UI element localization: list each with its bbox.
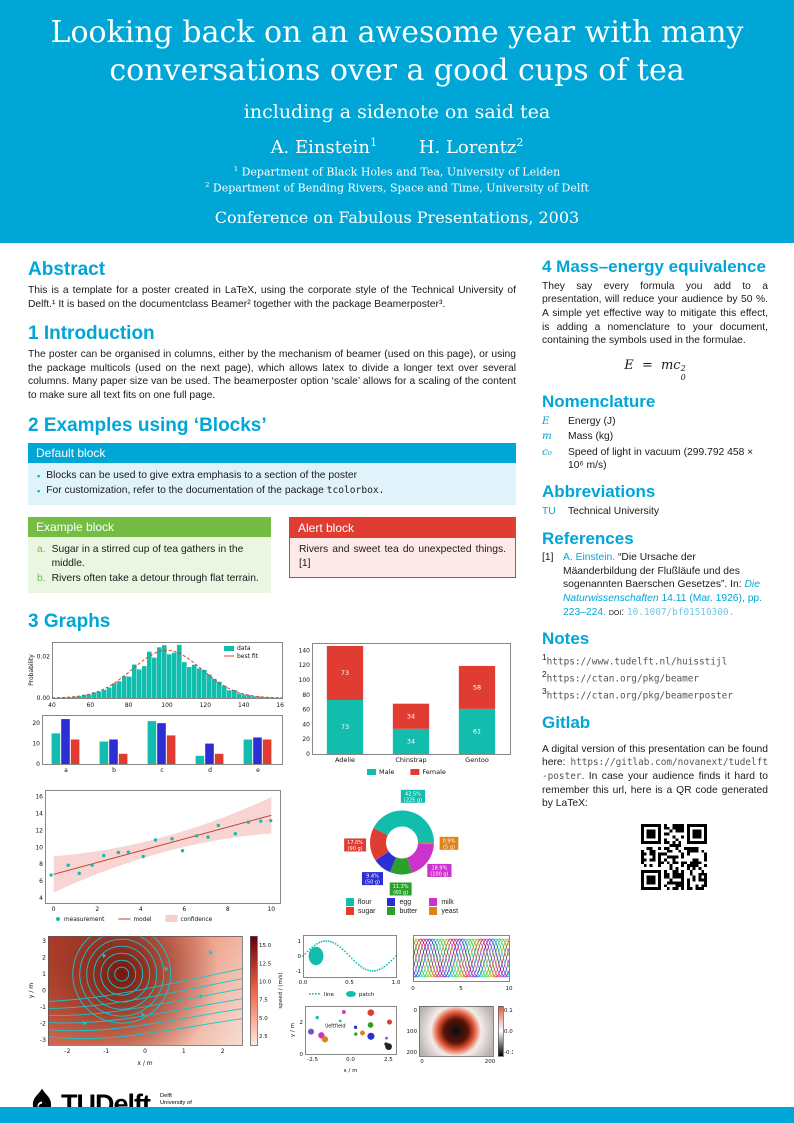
default-block-body: ▪ Blocks can be used to give extra empha… — [28, 462, 516, 506]
donut-legend: flour egg milk sugar butter yeast — [345, 898, 458, 916]
grouped-bar-chart — [28, 711, 284, 776]
bullet-square-icon: ▪ — [37, 485, 41, 496]
donut-cell: flour egg milk sugar butter yeast — [290, 785, 514, 925]
conference-line: Conference on Fabulous Presentations, 20… — [214, 208, 580, 228]
multiline-chart — [403, 931, 513, 994]
references-heading: References — [542, 528, 634, 548]
alert-block: Alert block Rivers and sweet tea do unex… — [289, 517, 516, 579]
author-1: A. Einstein1 — [270, 135, 378, 158]
affiliation-2: 2 Department of Bending Rivers, Space an… — [205, 181, 589, 196]
example-block-body: a. Sugar in a stirred cup of tea gathers… — [28, 537, 271, 594]
mass-energy-text: They say every formula you add to a pres… — [542, 280, 768, 347]
abstract-text: This is a template for a poster created … — [28, 285, 516, 310]
default-bullet-2: ▪ For customization, refer to the docume… — [37, 484, 507, 498]
nomenclature-row: E Energy (J) — [542, 414, 616, 427]
random-scatter-chart — [290, 1002, 400, 1075]
example-item-b: b. Rivers often take a detour through fl… — [37, 573, 259, 585]
abstract-heading: Abstract — [28, 259, 106, 281]
small-multiples — [290, 931, 514, 1075]
default-block-title: Default block — [28, 442, 516, 463]
abbreviations-heading: Abbreviations — [542, 482, 656, 502]
default-block: Default block ▪ Blocks can be used to gi… — [28, 442, 516, 506]
gitlab-heading: Gitlab — [542, 712, 591, 732]
blocks-heading: 2 Examples using ‘Blocks’ — [28, 414, 267, 436]
poster-subtitle: including a sidenote on said tea — [243, 100, 551, 123]
nomenclature-row: m Mass (kg) — [542, 430, 614, 443]
bullet-square-icon: ▪ — [37, 470, 41, 481]
affiliations: 1 Department of Black Holes and Tea, Uni… — [46, 165, 748, 195]
example-block: Example block a. Sugar in a stirred cup … — [28, 517, 271, 594]
alert-block-title: Alert block — [290, 518, 515, 539]
nomenclature-heading: Nomenclature — [542, 392, 656, 412]
image-heatmap-chart — [403, 1002, 513, 1069]
note-link[interactable]: https://www.tudelft.nl/huisstijl — [546, 656, 728, 668]
graphs-heading: 3 Graphs — [28, 611, 111, 633]
example-alert-row: Example block a. Sugar in a stirred cup … — [28, 511, 516, 599]
graphs-grid: flour egg milk sugar butter yeast — [28, 637, 516, 1075]
mass-energy-formula: E = mc 2 0 — [624, 357, 686, 382]
mass-energy-heading: 4 Mass–energy equivalence — [542, 257, 766, 277]
streamplot-chart — [28, 931, 284, 1068]
gitlab-text: A digital version of this presentation c… — [542, 743, 768, 810]
example-block-title: Example block — [28, 517, 271, 538]
right-column: 4 Mass–energy equivalence They say every… — [542, 247, 768, 1122]
affiliation-1: 1 Department of Black Holes and Tea, Uni… — [233, 164, 561, 179]
note-1: 1https://www.tudelft.nl/huisstijl — [542, 651, 728, 668]
qr-code — [638, 820, 710, 893]
legend-swatch — [345, 898, 354, 907]
poster-body: Abstract This is a template for a poster… — [0, 243, 794, 1122]
poster-title: Looking back on an awesome year with man… — [50, 15, 744, 89]
tcolorbox-code: tcolorbox. — [326, 484, 385, 496]
left-column: Abstract This is a template for a poster… — [28, 247, 516, 1122]
hist-and-bar-cell — [28, 637, 284, 779]
regression-scatter-chart — [28, 785, 284, 926]
introduction-heading: 1 Introduction — [28, 323, 155, 345]
legend-swatch — [345, 907, 354, 916]
legend-swatch — [387, 898, 396, 907]
introduction-text: The poster can be organised in columns, … — [28, 349, 516, 401]
note-3: 3https://ctan.org/pkg/beamerposter — [542, 685, 733, 702]
note-2: 2https://ctan.org/pkg/beamer — [542, 668, 700, 685]
doi-link[interactable]: 10.1007/bf01510300. — [627, 606, 735, 618]
nomenclature-row: c₀ Speed of light in vacuum (299.792 458 … — [542, 445, 754, 472]
legend-swatch — [429, 907, 438, 916]
legend-swatch — [429, 898, 438, 907]
gitlab-link[interactable]: https://gitlab.com/novanext/tudelft-post… — [542, 757, 768, 782]
legend-swatch — [387, 907, 396, 916]
default-bullet-1: ▪ Blocks can be used to give extra empha… — [37, 469, 507, 483]
footer-bar — [0, 1107, 794, 1123]
authors: A. Einstein1 H. Lorentz2 — [46, 136, 748, 158]
notes-heading: Notes — [542, 629, 590, 649]
reference-author-link[interactable]: A. Einstein. — [563, 552, 616, 564]
abbreviation-row: TU Technical University — [542, 506, 659, 518]
reference-item: [1] A. Einstein. “Die Ursache der Mäande… — [542, 552, 763, 618]
alert-block-body: Rivers and sweet tea do unexpected thing… — [290, 538, 515, 578]
author-2: H. Lorentz2 — [418, 135, 524, 158]
penguin-stacked-bar-chart — [290, 637, 514, 780]
example-item-a: a. Sugar in a stirred cup of tea gathers… — [37, 544, 244, 570]
sine-patch-chart — [290, 931, 400, 1000]
histogram-chart — [28, 637, 284, 712]
poster-header: Looking back on an awesome year with man… — [0, 0, 794, 244]
ingredients-donut-chart — [290, 785, 514, 897]
note-link[interactable]: https://ctan.org/pkg/beamerposter — [546, 690, 733, 702]
note-link[interactable]: https://ctan.org/pkg/beamer — [546, 673, 700, 685]
